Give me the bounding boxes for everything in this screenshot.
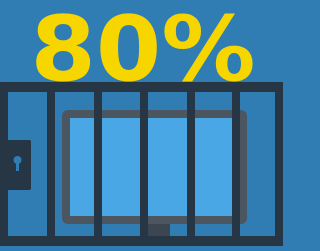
- bar: [275, 82, 283, 246]
- keyhole-slot: [16, 161, 19, 171]
- page: 80% (() => { const data = JSON.parse(doc…: [0, 0, 283, 251]
- bar: [232, 82, 240, 246]
- lock: [4, 140, 31, 190]
- bar: [47, 82, 55, 246]
- bar: [187, 82, 195, 246]
- illustration: 80%: [0, 0, 283, 251]
- bar: [140, 82, 148, 246]
- bar: [94, 82, 102, 246]
- monitor: [62, 110, 247, 244]
